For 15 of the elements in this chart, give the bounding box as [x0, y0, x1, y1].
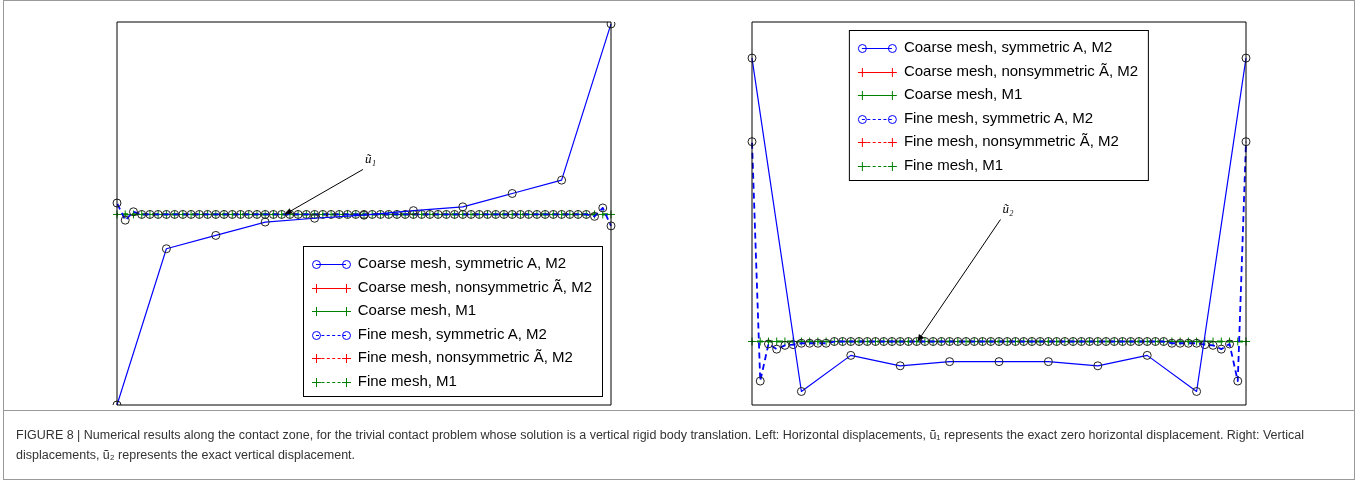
legend-label: Coarse mesh, M1	[903, 85, 1023, 102]
legend-label: Coarse mesh, nonsymmetric Ã, M2	[357, 277, 592, 295]
legend-label: Coarse mesh, nonsymmetric Ã, M2	[903, 61, 1139, 79]
legend-label: Fine mesh, M1	[357, 371, 457, 389]
legend-label: Coarse mesh, M1	[357, 301, 477, 318]
legend-label: Fine mesh, nonsymmetric Ã, M2	[357, 348, 573, 365]
caption: FIGURE 8 | Numerical results along the contact zone, for the trivial contact problem whose solution is a vertical rigid body translation. Left: Horizontal displacements, ũ₁ represents the exact zero horizontal displacement. Right: Vertical displacements, ũ₂ represents the exact vertical displacement.	[16, 427, 1305, 464]
legend-label: Fine mesh, M1	[903, 155, 1004, 173]
annotation: ũ₂	[1002, 201, 1014, 217]
legend-label: Fine mesh, symmetric A, M2	[903, 108, 1094, 126]
legend-label: Fine mesh, nonsymmetric Ã, M2	[903, 132, 1119, 149]
legend-label: Fine mesh, symmetric A, M2	[357, 324, 547, 342]
annotation: ũ₁	[364, 151, 376, 167]
legend-label: Coarse mesh, symmetric A, M2	[903, 38, 1113, 55]
legend-label: Coarse mesh, symmetric A, M2	[357, 254, 567, 271]
